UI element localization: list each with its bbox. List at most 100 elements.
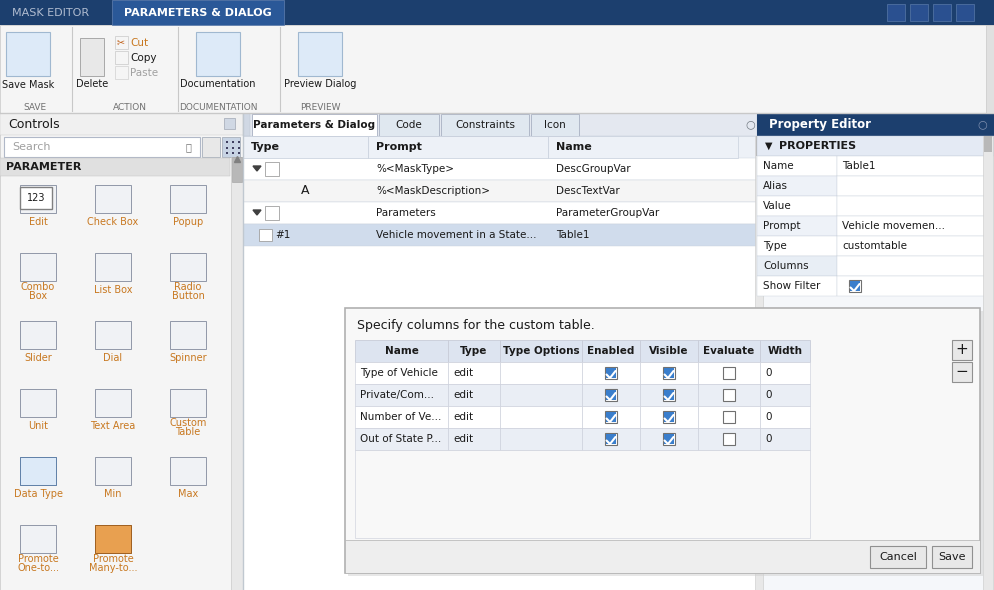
Bar <box>355 428 448 450</box>
Bar <box>355 450 810 538</box>
Text: Many-to...: Many-to... <box>88 563 137 573</box>
Bar <box>222 137 240 157</box>
Bar <box>379 114 439 136</box>
Bar <box>986 25 994 113</box>
Text: ParameterGroupVar: ParameterGroupVar <box>556 208 659 218</box>
Bar <box>723 411 735 423</box>
Bar <box>663 389 675 401</box>
Bar <box>0 113 243 135</box>
Bar <box>723 433 735 445</box>
Bar <box>20 457 56 485</box>
Bar <box>448 362 500 384</box>
Bar <box>238 147 240 149</box>
Bar <box>226 152 228 154</box>
Bar <box>95 253 131 281</box>
Text: Vehicle movemen...: Vehicle movemen... <box>842 221 945 231</box>
Text: Slider: Slider <box>24 353 52 363</box>
Text: PARAMETERS & DIALOG: PARAMETERS & DIALOG <box>124 8 272 18</box>
Text: −: − <box>955 365 968 379</box>
Bar <box>20 253 56 281</box>
Bar <box>95 389 131 417</box>
Text: ○: ○ <box>977 120 987 129</box>
Text: DescGroupVar: DescGroupVar <box>556 164 630 174</box>
Bar <box>640 340 698 362</box>
Text: Cut: Cut <box>130 38 148 48</box>
Bar <box>500 428 582 450</box>
Bar <box>232 152 234 154</box>
Bar <box>952 362 972 382</box>
Text: A: A <box>301 185 310 198</box>
Text: Name: Name <box>385 346 418 356</box>
Bar <box>663 411 675 423</box>
Text: Documentation: Documentation <box>180 79 255 89</box>
Bar <box>850 281 860 291</box>
Bar <box>441 114 529 136</box>
Bar <box>698 428 760 450</box>
Text: Evaluate: Evaluate <box>704 346 754 356</box>
Text: Table: Table <box>175 427 201 437</box>
Text: Paste: Paste <box>130 68 158 78</box>
Text: Custom: Custom <box>169 418 207 428</box>
Bar <box>224 118 235 129</box>
Bar <box>606 368 616 378</box>
Bar <box>952 340 972 360</box>
Bar <box>757 136 994 156</box>
Bar <box>355 406 448 428</box>
Bar <box>640 428 698 450</box>
Bar <box>355 340 448 362</box>
Text: 🔍: 🔍 <box>185 142 191 152</box>
Text: Prompt: Prompt <box>376 142 421 152</box>
Bar <box>448 340 500 362</box>
Bar <box>760 340 810 362</box>
Text: ACTION: ACTION <box>113 103 147 113</box>
Bar <box>757 176 837 196</box>
Bar <box>933 4 951 21</box>
Text: Value: Value <box>763 201 792 211</box>
Bar <box>112 0 284 25</box>
Text: Preview Dialog: Preview Dialog <box>284 79 356 89</box>
Bar <box>757 216 837 236</box>
Bar <box>757 113 994 136</box>
Text: Private/Com...: Private/Com... <box>360 390 434 400</box>
Bar <box>4 137 200 157</box>
Text: Max: Max <box>178 489 198 499</box>
Text: edit: edit <box>453 390 473 400</box>
Text: Enabled: Enabled <box>587 346 635 356</box>
Bar <box>115 66 128 79</box>
Text: Save Mask: Save Mask <box>2 80 54 90</box>
Bar <box>231 157 243 590</box>
Bar <box>20 389 56 417</box>
Bar <box>243 136 757 158</box>
Polygon shape <box>253 166 261 171</box>
Text: +: + <box>955 343 968 358</box>
Text: Button: Button <box>172 291 205 301</box>
Bar <box>605 411 617 423</box>
Bar <box>298 32 342 76</box>
Bar <box>605 433 617 445</box>
Text: Visible: Visible <box>649 346 689 356</box>
Text: Delete: Delete <box>76 79 108 89</box>
Bar <box>606 390 616 400</box>
Text: Columns: Columns <box>763 261 809 271</box>
Bar <box>0 158 230 176</box>
Text: One-to...: One-to... <box>17 563 59 573</box>
Bar <box>757 236 837 256</box>
Bar <box>232 157 242 182</box>
Bar <box>202 137 220 157</box>
Bar <box>20 185 56 213</box>
Bar <box>757 276 837 296</box>
Text: Table1: Table1 <box>842 161 876 171</box>
Text: DescTextVar: DescTextVar <box>556 186 619 196</box>
Bar <box>983 136 993 590</box>
Bar <box>345 540 980 573</box>
Bar <box>500 340 582 362</box>
Text: Number of Ve...: Number of Ve... <box>360 412 441 422</box>
Text: Width: Width <box>767 346 802 356</box>
Bar <box>760 384 810 406</box>
Bar <box>170 321 206 349</box>
Bar <box>582 406 640 428</box>
Bar <box>226 141 228 143</box>
Bar <box>582 362 640 384</box>
Text: 0: 0 <box>765 412 771 422</box>
Text: edit: edit <box>453 434 473 444</box>
